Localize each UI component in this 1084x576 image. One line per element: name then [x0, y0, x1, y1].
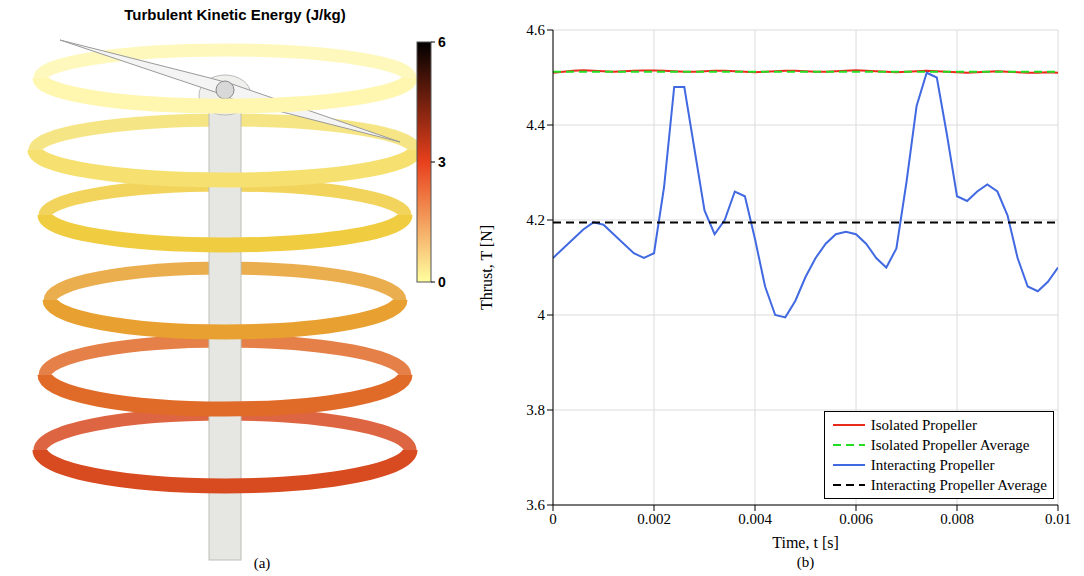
svg-text:(a): (a) — [254, 555, 271, 572]
svg-text:0.008: 0.008 — [940, 511, 974, 527]
svg-text:0: 0 — [549, 511, 557, 527]
svg-text:4.6: 4.6 — [526, 22, 545, 38]
svg-text:Turbulent Kinetic Energy (J/kg: Turbulent Kinetic Energy (J/kg) — [124, 6, 345, 23]
html-text:Interacting Propeller Average: Interacting Propeller Average — [870, 476, 1047, 493]
svg-text:3.8: 3.8 — [526, 402, 545, 418]
svg-text:Time, t [s]: Time, t [s] — [772, 534, 839, 550]
svg-text:3: 3 — [438, 154, 446, 170]
svg-text:0.01: 0.01 — [1045, 511, 1071, 527]
svg-text:3.6: 3.6 — [526, 497, 545, 513]
svg-text:6: 6 — [438, 34, 446, 50]
svg-text:4: 4 — [538, 307, 546, 323]
html-text:Isolated Propeller Average: Isolated Propeller Average — [870, 436, 1030, 453]
html-text:Interacting Propeller: Interacting Propeller — [870, 456, 995, 473]
html-text:Isolated Propeller: Isolated Propeller — [870, 416, 977, 433]
svg-text:4.2: 4.2 — [526, 212, 545, 228]
svg-text:4.4: 4.4 — [526, 117, 545, 133]
svg-text:0: 0 — [438, 274, 446, 290]
html-text:(b): (b) — [796, 554, 815, 570]
svg-text:0.006: 0.006 — [839, 511, 873, 527]
svg-text:0.004: 0.004 — [738, 511, 772, 527]
svg-text:Thrust, T [N]: Thrust, T [N] — [478, 225, 495, 310]
svg-text:0.002: 0.002 — [637, 511, 671, 527]
